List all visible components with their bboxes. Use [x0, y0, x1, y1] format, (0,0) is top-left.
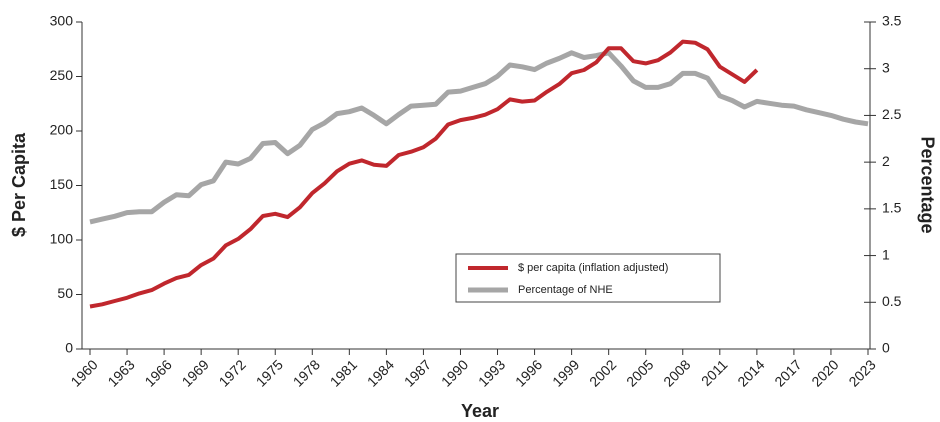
y-tick-label: 250 [50, 67, 74, 83]
y-tick-label: 100 [50, 231, 74, 247]
x-tick-label: 2017 [771, 356, 804, 389]
y2-tick-label: 2 [882, 153, 890, 169]
y2-tick-label: 2.5 [882, 106, 902, 122]
y2-tick-label: 1.5 [882, 200, 902, 216]
legend-label: $ per capita (inflation adjusted) [518, 262, 668, 274]
x-tick-label: 1987 [401, 356, 434, 389]
x-tick-label: 1972 [216, 356, 249, 389]
x-tick-label: 1960 [67, 356, 100, 389]
y2-tick-label: 0.5 [882, 293, 902, 309]
x-tick-label: 2023 [845, 356, 878, 389]
y2-axis-title: Percentage [917, 136, 937, 233]
x-tick-label: 1969 [179, 356, 212, 389]
x-tick-label: 1996 [512, 356, 545, 389]
legend-box [455, 253, 721, 303]
y2-tick-label: 3.5 [882, 13, 902, 29]
x-tick-label: 2011 [698, 356, 731, 389]
x-tick-label: 2002 [586, 356, 619, 389]
y-tick-label: 0 [65, 340, 73, 356]
y2-tick-label: 1 [882, 246, 890, 262]
x-axis-title: Year [461, 401, 499, 421]
legend: $ per capita (inflation adjusted) Percent… [455, 253, 721, 303]
y-tick-label: 200 [50, 122, 74, 138]
x-tick-label: 1999 [549, 356, 582, 389]
x-tick-label: 1975 [253, 356, 286, 389]
x-tick-label: 2005 [623, 356, 656, 389]
legend-label: Percentage of NHE [518, 284, 613, 296]
x-tick-label: 1990 [438, 356, 471, 389]
y-tick-label: 300 [50, 13, 74, 29]
y-tick-label: 50 [57, 285, 73, 301]
x-tick-label: 2020 [808, 356, 841, 389]
x-tick-label: 1966 [141, 356, 174, 389]
x-tick-label: 1981 [327, 356, 360, 389]
y2-tick-label: 3 [882, 59, 890, 75]
x-tick-label: 1984 [364, 356, 397, 389]
x-tick-label: 1993 [475, 356, 508, 389]
y-tick-label: 150 [50, 176, 74, 192]
y2-tick-label: 0 [882, 340, 890, 356]
y-axis-title: $ Per Capita [9, 132, 29, 237]
x-tick-label: 1963 [104, 356, 137, 389]
line-series [89, 50, 869, 225]
x-tick-label: 1978 [290, 356, 323, 389]
x-tick-label: 2008 [660, 356, 693, 389]
x-tick-label: 2014 [734, 356, 767, 389]
line-series [89, 39, 759, 309]
